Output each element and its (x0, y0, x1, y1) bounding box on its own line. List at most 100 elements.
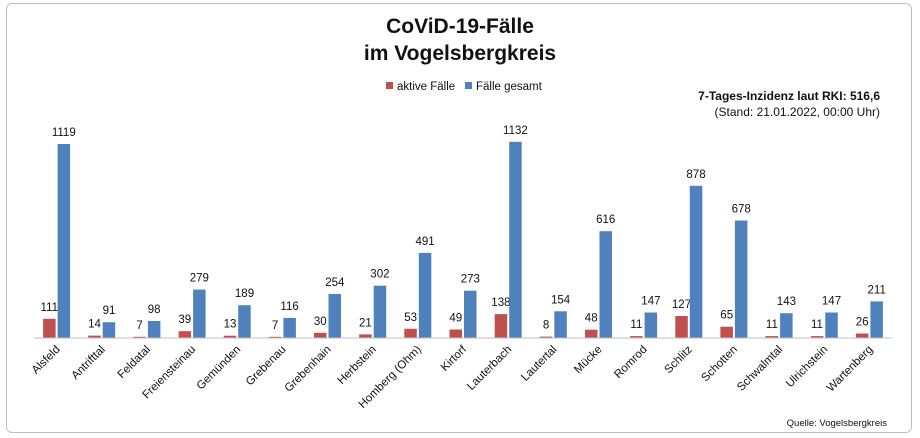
legend: aktive Fälle Fälle gesamt (386, 81, 543, 93)
data-label-active-8: 21 (359, 317, 372, 329)
chart-frame (6, 3, 912, 433)
x-tick-label-6: Grebenau (244, 344, 289, 389)
bar-active-16 (720, 326, 733, 338)
data-label-total-4: 279 (190, 273, 209, 285)
bar-active-9 (404, 328, 417, 338)
data-label-active-13: 48 (585, 313, 598, 325)
bar-active-1 (43, 318, 56, 338)
bar-total-16 (734, 220, 748, 338)
bar-total-15 (689, 185, 703, 338)
x-tick-label-8: Herbstein (336, 344, 379, 387)
data-label-total-11: 1132 (503, 125, 528, 137)
data-label-active-15: 127 (672, 299, 691, 311)
x-tick-label-16: Schotten (699, 344, 740, 385)
data-label-active-10: 49 (449, 313, 462, 325)
bar-active-2 (88, 335, 101, 338)
incidence-annotation: 7-Tages-Inzidenz laut RKI: 516,6 (698, 89, 880, 103)
bar-active-12 (539, 336, 553, 338)
data-label-active-17: 11 (766, 319, 778, 331)
legend-label-total: Fälle gesamt (476, 81, 543, 93)
x-tick-label-10: Kirtorf (439, 343, 470, 374)
bar-total-6 (283, 317, 296, 338)
x-tick-label-14: Romrod (612, 344, 649, 381)
bar-total-7 (328, 294, 341, 338)
x-tick-label-18: Ulrichstein (784, 344, 830, 390)
data-label-active-5: 13 (224, 319, 237, 331)
bar-total-19 (870, 301, 883, 338)
data-label-total-16: 678 (732, 204, 751, 216)
data-label-active-7: 30 (314, 316, 327, 328)
data-label-active-4: 39 (178, 314, 191, 326)
data-label-total-3: 98 (148, 304, 161, 316)
bars-group: 1111119149179839279131897116302542130253… (41, 125, 886, 338)
bar-total-9 (418, 252, 432, 338)
bar-total-11 (509, 141, 522, 338)
bar-active-19 (855, 333, 869, 338)
data-label-total-17: 143 (777, 296, 796, 308)
bar-active-11 (494, 314, 508, 338)
bar-total-17 (780, 313, 793, 338)
data-label-total-19: 211 (868, 284, 886, 296)
chart-subtitle: im Vogelsbergkreis (364, 42, 556, 65)
timestamp-annotation: (Stand: 21.01.2022, 00:00 Uhr) (715, 105, 880, 119)
bar-total-13 (599, 231, 612, 338)
bar-total-18 (825, 312, 838, 338)
x-tick-label-7: Grebenhain (283, 344, 334, 395)
bar-active-8 (359, 334, 372, 338)
data-label-total-2: 91 (103, 305, 116, 317)
legend-label-active: aktive Fälle (397, 81, 455, 93)
data-label-total-6: 116 (280, 301, 298, 313)
data-label-active-9: 53 (404, 312, 417, 324)
chart-title: CoViD-19-Fälle (386, 15, 534, 38)
bar-active-14 (630, 336, 643, 338)
data-label-total-1: 1119 (52, 127, 76, 139)
x-tick-label-17: Schwalmtal (735, 344, 785, 394)
bar-active-10 (449, 329, 462, 338)
data-label-total-9: 491 (416, 236, 435, 248)
data-label-active-19: 26 (856, 317, 869, 329)
data-label-total-8: 302 (370, 269, 389, 281)
bar-active-6 (268, 336, 282, 338)
bar-total-3 (147, 321, 161, 338)
bar-total-12 (554, 311, 567, 338)
data-label-active-3: 7 (136, 320, 142, 332)
data-label-active-14: 11 (630, 319, 642, 331)
x-tick-label-13: Mücke (572, 344, 604, 376)
data-label-total-5: 189 (235, 288, 254, 300)
data-label-active-6: 7 (272, 320, 278, 332)
bar-total-4 (193, 289, 206, 338)
bar-total-8 (373, 285, 387, 338)
bar-active-15 (675, 316, 688, 338)
data-label-total-14: 147 (641, 296, 660, 308)
bar-total-5 (238, 305, 251, 338)
bar-active-4 (178, 331, 192, 338)
x-tick-label-15: Schlitz (662, 343, 695, 376)
source-note: Quelle: Vogelsbergkreis (787, 418, 888, 429)
legend-swatch-total (465, 82, 472, 89)
bar-active-18 (810, 336, 824, 338)
bar-active-3 (133, 336, 146, 338)
data-label-active-16: 65 (720, 310, 733, 322)
bar-active-13 (585, 329, 598, 338)
bar-total-1 (57, 144, 71, 338)
x-tick-label-11: Lauterbach (465, 344, 514, 393)
data-label-active-18: 11 (811, 319, 823, 331)
legend-swatch-active (386, 82, 393, 89)
data-label-total-7: 254 (325, 277, 345, 289)
data-label-active-1: 111 (41, 302, 58, 314)
x-tick-label-1: Alsfeld (30, 344, 63, 377)
data-label-total-12: 154 (551, 294, 571, 306)
x-tick-label-12: Lautertal (519, 344, 559, 384)
bar-active-5 (223, 335, 237, 338)
x-tick-label-3: Feldatal (116, 344, 153, 381)
bar-active-17 (765, 336, 779, 338)
x-tick-label-19: Wartenberg (825, 344, 876, 395)
x-tick-label-5: Gemünden (195, 344, 244, 393)
data-label-total-13: 616 (596, 214, 615, 226)
bar-active-7 (314, 332, 327, 338)
data-label-active-11: 138 (491, 297, 510, 309)
data-label-total-18: 147 (822, 296, 841, 308)
bar-total-2 (102, 322, 116, 338)
x-tick-labels: Alsfeld Antrifttal FeldatalFreiensteinauGe… (30, 343, 876, 411)
